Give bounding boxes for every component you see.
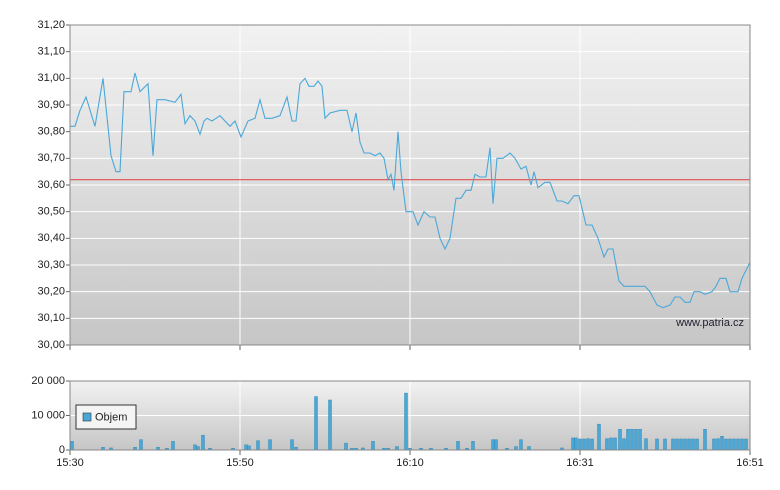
- volume-bar: [571, 437, 575, 451]
- volume-bar: [268, 439, 272, 451]
- volume-bar: [630, 429, 634, 451]
- volume-bar: [201, 434, 205, 451]
- x-tick-label: 16:51: [736, 457, 764, 469]
- volume-bar: [514, 446, 518, 451]
- volume-bar: [456, 441, 460, 451]
- volume-bar: [171, 441, 175, 451]
- volume-bar: [732, 438, 736, 451]
- volume-bar: [494, 439, 498, 451]
- volume-bar: [663, 438, 667, 451]
- volume-bar: [471, 441, 475, 451]
- volume-bar: [634, 429, 638, 451]
- y-tick-label: 30,00: [37, 339, 65, 351]
- y-tick-label: 20 000: [31, 375, 65, 387]
- volume-bar: [70, 441, 74, 451]
- volume-bar: [582, 438, 586, 451]
- volume-bar: [491, 439, 495, 451]
- volume-bar: [609, 437, 613, 451]
- volume-bar: [256, 440, 260, 451]
- y-tick-label: 30,60: [37, 179, 65, 191]
- volume-bar: [720, 436, 724, 451]
- volume-bar: [626, 429, 630, 451]
- volume-bar: [679, 438, 683, 451]
- volume-bar: [618, 429, 622, 451]
- y-tick-label: 31,00: [37, 72, 65, 84]
- volume-bar: [728, 438, 732, 451]
- volume-bar: [716, 438, 720, 451]
- plot-border: [69, 24, 751, 346]
- volume-bar: [724, 438, 728, 451]
- volume-bar: [736, 438, 740, 451]
- volume-bar: [744, 438, 748, 451]
- volume-bar: [519, 439, 523, 451]
- volume-bar: [244, 444, 248, 451]
- volume-bar: [712, 438, 716, 451]
- volume-bar: [622, 438, 626, 451]
- volume-bar: [371, 441, 375, 451]
- volume-bar: [193, 444, 197, 451]
- volume-bar: [691, 438, 695, 451]
- volume-bar: [644, 438, 648, 451]
- volume-bar: [703, 429, 707, 451]
- volume-bar: [344, 442, 348, 451]
- volume-bar: [675, 438, 679, 451]
- y-tick-label: 30,80: [37, 126, 65, 138]
- volume-bar: [695, 438, 699, 451]
- y-tick-label: 31,10: [37, 46, 65, 58]
- plot-border: [69, 380, 751, 451]
- x-tick-label: 15:30: [56, 457, 84, 469]
- volume-bar: [613, 437, 617, 451]
- volume-bar: [683, 438, 687, 451]
- volume-bar: [527, 446, 531, 451]
- volume-bar: [590, 438, 594, 451]
- volume-bar: [196, 446, 200, 451]
- volume-bar: [586, 438, 590, 451]
- y-tick-label: 30,40: [37, 232, 65, 244]
- x-tick-label: 16:31: [566, 457, 594, 469]
- volume-bar: [740, 438, 744, 451]
- volume-bar: [574, 437, 578, 451]
- x-tick-label: 16:10: [396, 457, 424, 469]
- y-tick-label: 30,90: [37, 99, 65, 111]
- volume-bar: [247, 445, 251, 451]
- y-tick-label: 30,10: [37, 312, 65, 324]
- volume-bar: [404, 392, 408, 451]
- volume-bar: [578, 438, 582, 451]
- y-tick-label: 30,50: [37, 206, 65, 218]
- annotation: www.patria.cz: [675, 317, 744, 329]
- y-tick-label: 0: [59, 444, 65, 456]
- volume-bar: [605, 438, 609, 451]
- legend-label: Objem: [95, 411, 127, 423]
- x-tick-label: 15:50: [226, 457, 254, 469]
- y-tick-label: 30,20: [37, 286, 65, 298]
- volume-bar: [671, 438, 675, 451]
- y-tick-label: 30,30: [37, 259, 65, 271]
- volume-bar: [314, 396, 318, 451]
- volume-bar: [687, 438, 691, 451]
- volume-bar: [139, 439, 143, 451]
- y-tick-label: 30,70: [37, 152, 65, 164]
- volume-bar: [328, 399, 332, 451]
- volume-bar: [395, 446, 399, 451]
- price-line: [70, 72, 751, 309]
- volume-bar: [290, 439, 294, 451]
- volume-bar: [655, 438, 659, 451]
- legend-swatch: [82, 412, 92, 422]
- volume-bar: [597, 423, 601, 451]
- y-tick-label: 31,20: [37, 19, 65, 31]
- legend: Objem: [75, 404, 137, 430]
- y-tick-label: 10 000: [31, 409, 65, 421]
- volume-bar: [638, 429, 642, 451]
